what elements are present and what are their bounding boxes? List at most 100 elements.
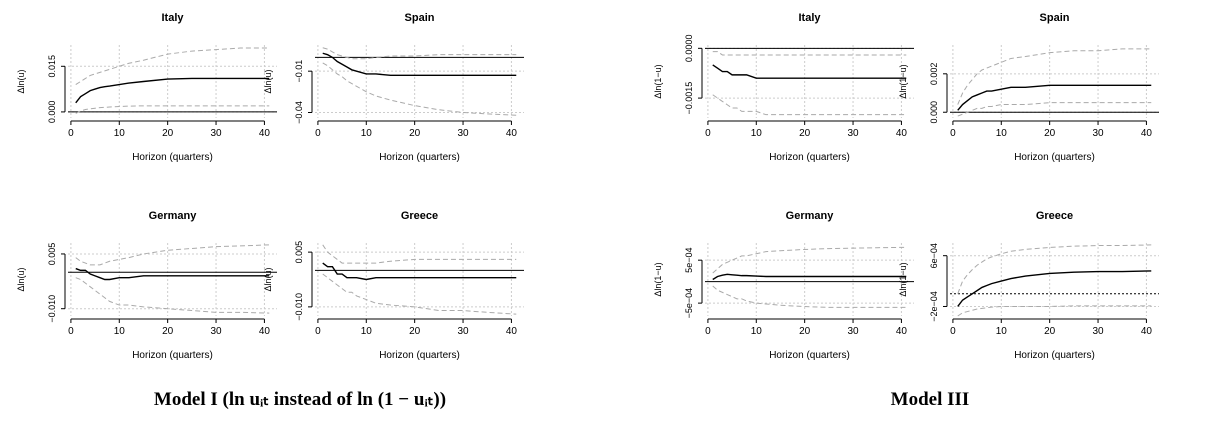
response-line [712,246,907,274]
x-tick-label: 30 [210,128,222,139]
panel-title: Italy [161,12,184,24]
y-tick-label: −2e−04 [929,291,939,322]
x-tick-label: 40 [259,128,271,139]
caption: Model I (ln uᵢₜ instead of ln (1 − uᵢₜ)) [154,389,446,410]
y-axis-label: Δln(u) [263,267,273,291]
x-tick-label: 10 [114,128,126,139]
response-line [322,273,517,315]
x-tick-label: 10 [996,326,1008,337]
x-tick-label: 10 [361,326,373,337]
y-tick-label: 0.0000 [684,35,694,63]
response-line [957,244,1152,294]
response-line [712,285,907,308]
y-tick-label: −0.04 [294,101,304,124]
response-line [322,244,517,264]
x-axis-label: Horizon (quarters) [132,152,213,163]
x-tick-label: 30 [847,326,859,337]
x-tick-label: 40 [506,128,518,139]
x-tick-label: 30 [457,128,469,139]
response-line [957,102,1152,117]
x-axis-label: Horizon (quarters) [132,350,213,361]
x-axis-label: Horizon (quarters) [379,350,460,361]
x-tick-label: 0 [950,326,956,337]
y-axis-label: Δln(u) [16,69,26,93]
x-tick-label: 20 [799,128,811,139]
response-line [75,47,270,85]
response-line [75,244,270,266]
response-line [322,262,517,281]
y-axis-label: Δln(u) [16,267,26,291]
x-axis-label: Horizon (quarters) [1014,152,1095,163]
x-tick-label: 30 [1092,326,1104,337]
caption: Model III [891,389,970,410]
x-tick-label: 40 [506,326,518,337]
x-tick-label: 10 [751,326,763,337]
response-line [322,62,517,116]
x-tick-label: 20 [162,128,174,139]
panel-title: Spain [1040,12,1070,24]
x-tick-label: 40 [259,326,271,337]
response-line [957,84,1152,111]
y-tick-label: −0.010 [47,295,57,323]
x-tick-label: 30 [847,128,859,139]
y-tick-label: 0.005 [294,241,304,264]
panel-title: Italy [798,12,821,24]
y-tick-label: −0.010 [294,293,304,321]
x-tick-label: 20 [409,326,421,337]
response-line [75,77,270,104]
y-axis-label: Δln(u) [263,69,273,93]
response-line [75,277,270,314]
x-tick-label: 0 [68,326,74,337]
response-line [712,94,907,116]
x-tick-label: 0 [950,128,956,139]
panel-title: Spain [405,12,435,24]
y-tick-label: 0.002 [929,63,939,86]
x-axis-label: Horizon (quarters) [769,152,850,163]
x-axis-label: Horizon (quarters) [379,152,460,163]
response-line [75,105,270,114]
x-tick-label: 40 [1141,128,1153,139]
response-line [322,52,517,77]
x-tick-label: 10 [361,128,373,139]
x-tick-label: 40 [896,128,908,139]
x-tick-label: 10 [114,326,126,337]
x-tick-label: 20 [162,326,174,337]
response-line [712,64,907,79]
y-axis-label: Δln(1−u) [653,64,663,98]
y-tick-label: 0.015 [47,55,57,78]
panel-title: Greece [1036,210,1073,222]
y-tick-label: −0.0015 [684,82,694,115]
response-line [75,267,270,281]
x-tick-label: 20 [1044,326,1056,337]
y-tick-label: 6e−04 [929,243,939,268]
y-tick-label: 0.005 [47,243,57,266]
y-tick-label: 0.000 [929,101,939,124]
x-tick-label: 40 [896,326,908,337]
x-tick-label: 0 [315,128,321,139]
y-axis-label: Δln(1−u) [898,64,908,98]
x-tick-label: 20 [799,326,811,337]
x-axis-label: Horizon (quarters) [769,350,850,361]
response-line [957,305,1152,317]
x-tick-label: 30 [210,326,222,337]
y-tick-label: −0.01 [294,60,304,83]
x-tick-label: 20 [409,128,421,139]
response-line [712,51,907,56]
y-axis-label: Δln(1−u) [898,262,908,296]
response-line [957,48,1152,105]
response-line [712,273,907,281]
panel-title: Greece [401,210,438,222]
panel-title: Germany [786,210,835,222]
y-tick-label: −5e−04 [684,288,694,319]
x-tick-label: 0 [68,128,74,139]
x-tick-label: 10 [751,128,763,139]
panel-title: Germany [149,210,198,222]
response-line [322,47,517,60]
response-line [957,270,1152,307]
x-axis-label: Horizon (quarters) [1014,350,1095,361]
y-tick-label: 5e−04 [684,248,694,273]
y-tick-label: 0.000 [47,101,57,124]
x-tick-label: 0 [705,128,711,139]
x-tick-label: 10 [996,128,1008,139]
